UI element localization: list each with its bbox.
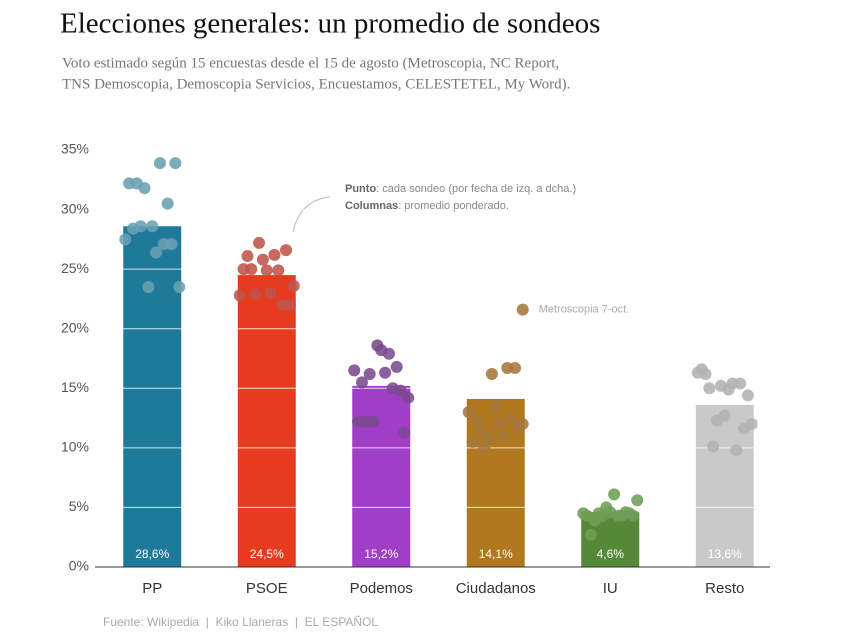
poll-dot xyxy=(233,289,246,302)
poll-dot xyxy=(627,509,640,522)
poll-dot xyxy=(466,435,479,448)
x-tick-label: PP xyxy=(142,580,162,597)
value-label: 14,1% xyxy=(479,547,513,561)
poll-dot xyxy=(287,279,300,292)
value-label: 15,2% xyxy=(364,547,398,561)
poll-dot xyxy=(272,264,285,277)
y-tick-label: 5% xyxy=(69,498,89,514)
poll-dot xyxy=(142,281,155,294)
y-tick-label: 0% xyxy=(69,558,89,574)
annotation-text: : cada sondeo (por fecha de izq. a dcha.… xyxy=(376,183,576,195)
poll-dot xyxy=(703,382,716,395)
poll-dot xyxy=(584,528,597,541)
annotation-pointer xyxy=(292,196,331,233)
y-tick-label: 30% xyxy=(61,200,89,216)
highlight-dot xyxy=(516,303,529,316)
poll-dot xyxy=(509,362,522,375)
poll-dot xyxy=(367,415,380,428)
x-tick-label: PSOE xyxy=(246,580,288,597)
y-tick-label: 35% xyxy=(61,141,89,157)
poll-dot xyxy=(730,444,743,457)
poll-dot xyxy=(348,364,361,377)
poll-dot xyxy=(283,298,296,311)
value-label: 4,6% xyxy=(597,547,625,561)
poll-dot xyxy=(256,253,269,266)
annotation: Columnas: promedio ponderado. xyxy=(345,200,509,212)
bar xyxy=(123,226,182,567)
poll-dot xyxy=(390,360,403,373)
poll-dot xyxy=(462,406,475,419)
y-tick-label: 15% xyxy=(61,379,89,395)
annotation-key: Columnas xyxy=(345,200,398,212)
poll-dot xyxy=(241,250,254,263)
poll-dot xyxy=(169,157,182,170)
poll-dot xyxy=(363,367,376,380)
value-label: 28,6% xyxy=(135,547,169,561)
poll-dot xyxy=(150,246,163,259)
poll-dot xyxy=(355,376,368,389)
poll-dot xyxy=(485,367,498,380)
poll-dot xyxy=(382,347,395,360)
value-label: 24,5% xyxy=(250,547,284,561)
poll-dot xyxy=(379,366,392,379)
poll-dot xyxy=(173,281,186,294)
poll-dot xyxy=(718,409,731,422)
poll-dot xyxy=(398,426,411,439)
x-tick-label: IU xyxy=(603,580,618,597)
y-tick-label: 10% xyxy=(61,439,89,455)
x-tick-label: Ciudadanos xyxy=(456,580,536,597)
poll-dot xyxy=(138,182,151,195)
annotation: Punto: cada sondeo (por fecha de izq. a … xyxy=(345,183,576,195)
subtitle: TNS Demoscopia, Demoscopia Servicios, En… xyxy=(62,76,570,92)
poll-dot xyxy=(482,432,495,445)
poll-dot xyxy=(734,377,747,390)
bar xyxy=(352,385,411,567)
y-tick-label: 20% xyxy=(61,319,89,335)
poll-dot xyxy=(119,233,132,246)
poll-dot xyxy=(699,367,712,380)
annotation-key: Punto xyxy=(345,183,376,195)
poll-dot xyxy=(280,244,293,257)
poll-dot xyxy=(707,440,720,453)
poll-dot xyxy=(161,197,174,210)
poll-dot xyxy=(505,412,518,425)
poll-dot xyxy=(134,220,147,233)
poll-dot xyxy=(474,423,487,436)
poll-dot xyxy=(470,414,483,427)
poll-dot xyxy=(493,418,506,431)
poll-dot xyxy=(165,238,178,251)
x-tick-label: Podemos xyxy=(350,580,413,597)
poll-dot xyxy=(608,488,621,501)
poll-dot xyxy=(264,286,277,299)
poll-dot xyxy=(745,418,758,431)
poll-dot xyxy=(260,264,273,277)
poll-dot xyxy=(253,236,266,249)
poll-dot xyxy=(153,157,166,170)
chart-title: Elecciones generales: un promedio de son… xyxy=(60,8,600,40)
poll-dot xyxy=(402,391,415,404)
highlight-label: Metroscopia 7-oct. xyxy=(539,304,629,316)
source: Fuente: Wikipedia | Kiko Llaneras | EL E… xyxy=(103,615,378,629)
poll-dot xyxy=(478,441,491,454)
poll-dot xyxy=(489,400,502,413)
poll-dot xyxy=(146,220,159,233)
value-label: 13,6% xyxy=(708,547,742,561)
poll-dot xyxy=(245,263,258,276)
subtitle: Voto estimado según 15 encuestas desde e… xyxy=(62,55,559,71)
bar xyxy=(237,275,296,567)
poll-dot xyxy=(249,288,262,301)
poll-dot xyxy=(497,429,510,442)
poll-dot xyxy=(268,248,281,261)
poll-dot xyxy=(741,389,754,402)
poll-dot xyxy=(516,418,529,431)
y-tick-label: 25% xyxy=(61,260,89,276)
x-tick-label: Resto xyxy=(705,580,744,597)
poll-dot xyxy=(631,494,644,507)
poll-dot xyxy=(394,384,407,397)
annotation-text: : promedio ponderado. xyxy=(398,200,509,212)
